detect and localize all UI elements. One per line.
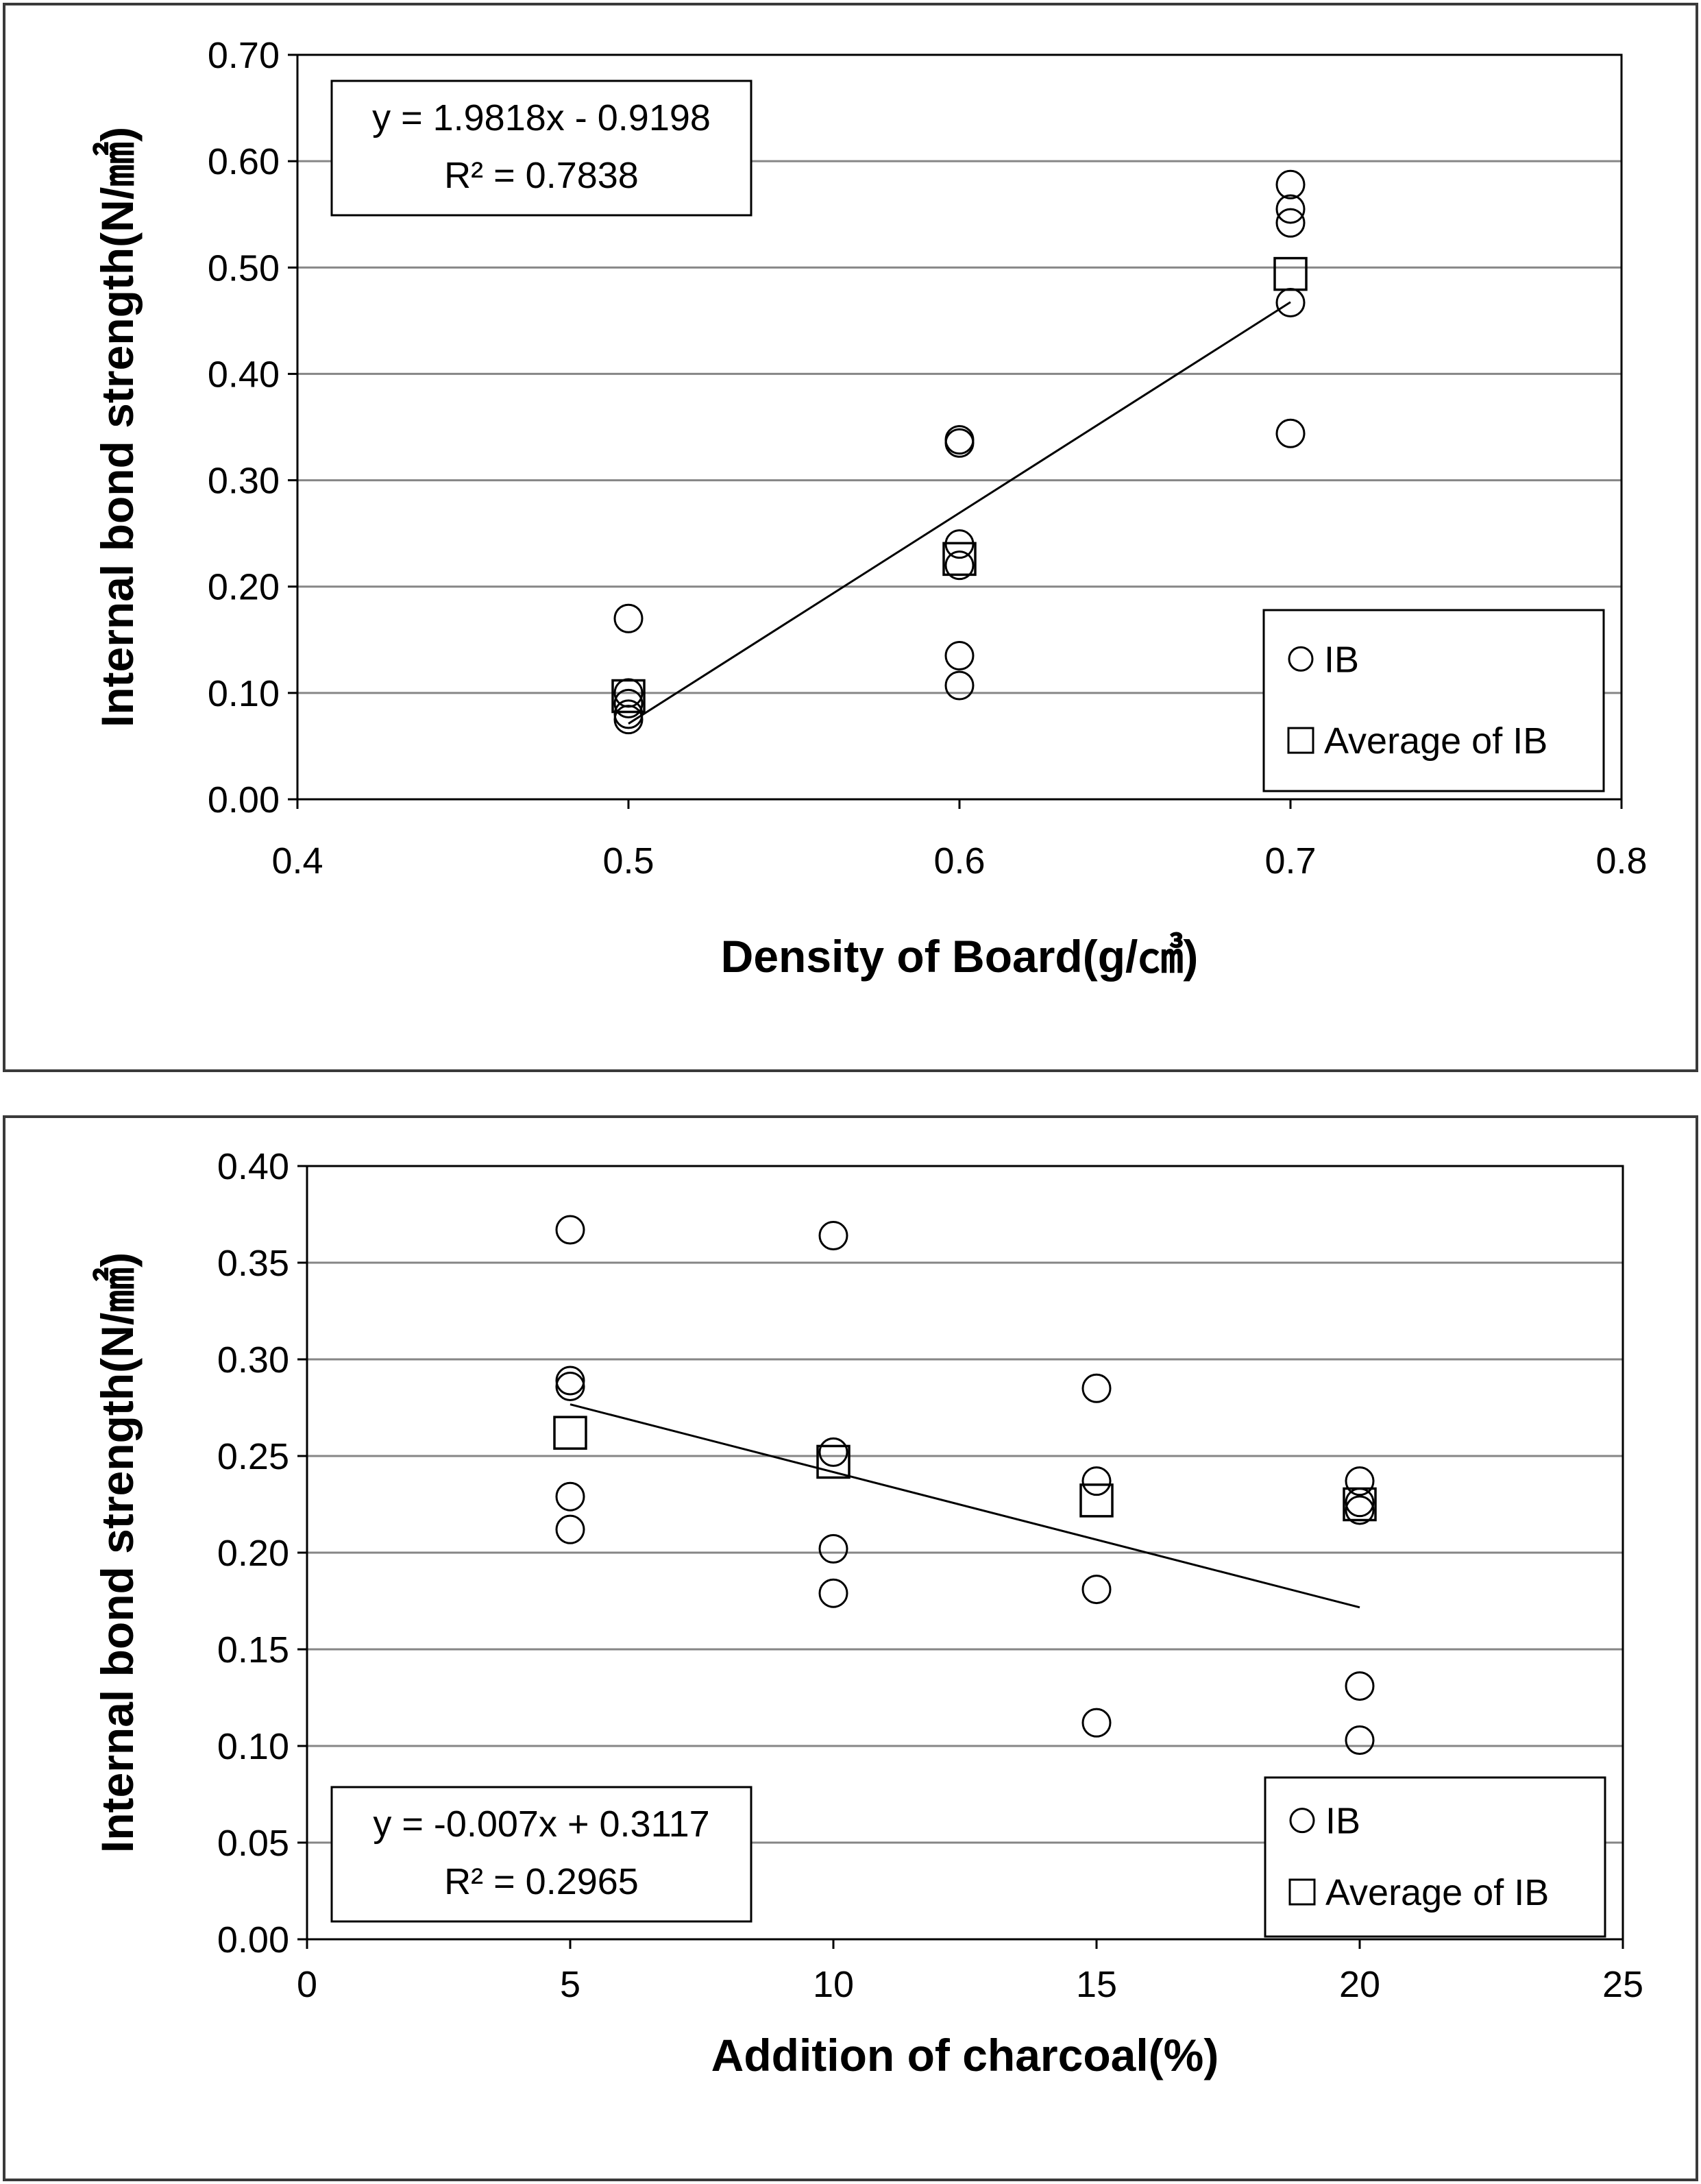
x-axis-title: Addition of charcoal(%) [711,2030,1219,2080]
x-tick-label: 0.5 [602,840,654,882]
x-tick-label: 10 [813,1964,854,2005]
y-tick-label: 0.40 [208,354,280,395]
data-point-ib [1345,1725,1375,1756]
x-tick-label: 5 [560,1964,580,2005]
data-point-ib [818,1437,848,1467]
data-point-ib [944,550,975,581]
legend-label-average: Average of IB [1324,720,1547,762]
trendline [628,301,1291,725]
y-axis-title: Internal bond strength(N/㎟) [92,127,143,727]
data-point-ib [818,1533,848,1564]
data-point-ib [1345,1671,1375,1701]
plot-area [306,1165,1624,1941]
y-tick-label: 0.70 [208,35,280,76]
legend: IB Average of IB [1264,1776,1606,1938]
x-tick-label: 0.7 [1264,840,1316,882]
data-point-average [1273,256,1308,291]
y-tick-label: 0.40 [217,1146,289,1187]
x-tick-label: 20 [1339,1964,1380,2005]
y-tick-label: 0.30 [217,1339,289,1381]
x-tick-label: 25 [1602,1964,1643,2005]
y-tick-label: 0.20 [208,567,280,608]
data-point-ib [1275,169,1306,199]
data-marks [553,1215,1377,1756]
y-tick-label: 0.15 [217,1629,289,1671]
tick-labels: 0.00 0.10 0.20 0.30 0.40 0.50 0.60 0.70 0.4 0.5 0.… [208,35,1648,882]
data-point-ib [1345,1488,1375,1518]
y-tick-label: 0.00 [208,779,280,821]
data-point-ib [555,1514,585,1544]
data-point-average [611,679,646,714]
y-tick-label: 0.10 [217,1726,289,1767]
x-tick-label: 0.8 [1595,840,1647,882]
chart-charcoal-svg: 0.00 0.05 0.10 0.15 0.20 0.25 0.30 0.35 0.40 0 5 10… [92,1146,1643,2080]
data-point-ib [555,1481,585,1512]
y-tick-label: 0.05 [217,1823,289,1864]
x-tick-label: 0 [297,1964,317,2005]
data-point-average [1079,1483,1114,1518]
trendline [570,1403,1360,1609]
chart-panel-density: 0.00 0.10 0.20 0.30 0.40 0.50 0.60 0.70 0.4 0.5 0.… [3,3,1698,1072]
y-tick-label: 0.20 [217,1533,289,1574]
equation-text: y = -0.007x + 0.3117 [373,1804,709,1845]
x-tick-label: 0.4 [271,840,323,882]
data-point-ib [1275,208,1306,238]
equation-box: y = 1.9818x - 0.9198 R² = 0.7838 [330,80,752,217]
legend: IB Average of IB [1262,609,1605,792]
data-point-ib [944,670,975,701]
data-point-ib [1275,194,1306,224]
data-point-ib [1345,1466,1375,1496]
data-point-average [942,542,977,577]
y-tick-label: 0.00 [217,1919,289,1961]
data-point-ib [613,688,644,718]
x-axis-title: Density of Board(g/㎤) [721,931,1199,982]
data-point-ib [1081,1708,1112,1738]
equation-text: y = 1.9818x - 0.9198 [372,97,711,138]
data-point-ib [555,1366,585,1396]
data-point-ib [1081,1373,1112,1403]
legend-square-marker [1287,727,1314,754]
data-point-ib [613,705,644,735]
data-point-ib [555,1215,585,1245]
data-point-ib [818,1221,848,1251]
y-tick-label: 0.35 [217,1243,289,1284]
data-point-ib [1081,1466,1112,1496]
legend-circle-marker [1289,1808,1315,1834]
data-point-ib [944,428,975,458]
x-tick-label: 15 [1076,1964,1117,2005]
data-point-ib [1275,418,1306,448]
y-tick-label: 0.10 [208,673,280,714]
chart-panel-charcoal: 0.00 0.05 0.10 0.15 0.20 0.25 0.30 0.35 0.40 0 5 10… [3,1115,1698,2181]
y-tick-label: 0.30 [208,461,280,502]
chart-density-svg: 0.00 0.10 0.20 0.30 0.40 0.50 0.60 0.70 0.4 0.5 0.… [92,35,1648,982]
y-tick-label: 0.60 [208,141,280,182]
data-point-average [1343,1487,1377,1522]
x-tick-label: 0.6 [933,840,985,882]
data-point-ib [944,641,975,671]
r-squared-text: R² = 0.7838 [444,155,639,196]
data-point-ib [818,1578,848,1608]
tick-labels: 0.00 0.05 0.10 0.15 0.20 0.25 0.30 0.35 0.40 0 5 10… [217,1146,1643,2005]
data-marks [611,169,1308,735]
data-point-average [553,1416,587,1450]
y-axis-title: Internal bond strength(N/㎟) [92,1252,143,1853]
legend-label-ib: IB [1324,639,1359,680]
legend-square-marker [1288,1878,1316,1906]
legend-label-average: Average of IB [1325,1872,1549,1913]
y-tick-label: 0.50 [208,247,280,289]
y-tick-label: 0.25 [217,1436,289,1477]
data-point-ib [1081,1575,1112,1605]
equation-box: y = -0.007x + 0.3117 R² = 0.2965 [330,1786,752,1923]
data-point-ib [1345,1495,1375,1525]
r-squared-text: R² = 0.2965 [444,1861,639,1902]
data-point-ib [613,603,644,633]
legend-circle-marker [1288,646,1314,672]
plot-area [296,53,1623,801]
legend-label-ib: IB [1325,1801,1360,1842]
data-point-ib [555,1371,585,1401]
data-point-average [816,1444,850,1479]
